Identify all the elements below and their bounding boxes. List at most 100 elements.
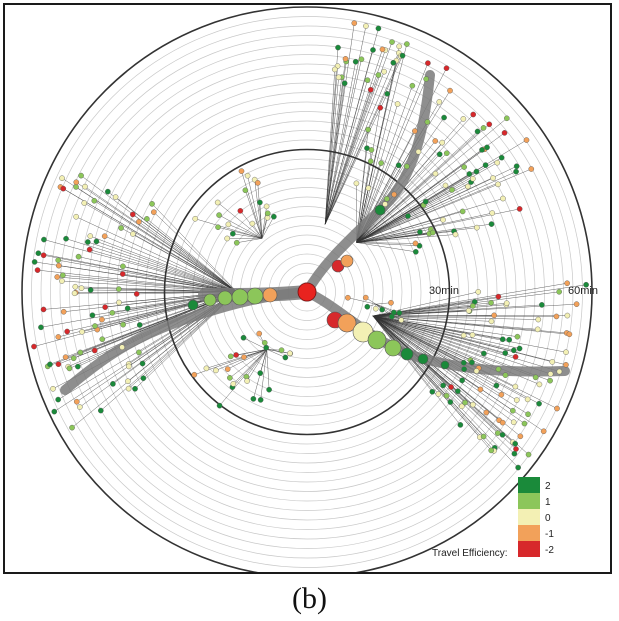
leaf-node — [124, 305, 131, 312]
leaf-node — [192, 215, 198, 222]
branch-edge — [241, 171, 263, 239]
branch-edge — [233, 349, 268, 385]
trunk-node — [417, 353, 429, 365]
leaf-node — [473, 368, 480, 374]
leaf-node — [73, 213, 79, 220]
branch-edge — [245, 190, 263, 239]
leaf-node — [443, 65, 450, 72]
leaf-node — [261, 339, 268, 346]
branch-edge — [324, 77, 339, 225]
branch-edge — [63, 188, 238, 293]
branch-edge — [372, 315, 473, 363]
leaf-node — [126, 363, 132, 370]
leaf-node — [98, 407, 104, 414]
leaf-node — [233, 239, 240, 246]
leaf-node — [375, 25, 382, 32]
leaf-node — [55, 257, 61, 263]
trunk-node — [203, 293, 217, 307]
leaf-node — [424, 119, 431, 125]
branch-edge — [324, 58, 346, 225]
leaf-node — [460, 116, 467, 122]
leaf-node — [352, 58, 359, 65]
minor-ring — [116, 101, 498, 483]
branch-edge — [324, 41, 393, 225]
trunk-node — [217, 290, 233, 306]
leaf-node — [404, 163, 410, 170]
leaf-node — [51, 408, 58, 415]
branch-edge — [372, 315, 503, 423]
leaf-node — [278, 347, 285, 353]
leaf-node — [516, 345, 523, 352]
leaf-node — [230, 381, 237, 387]
leaf-node — [563, 361, 569, 368]
leaf-node — [89, 312, 96, 319]
leaf-node — [398, 317, 405, 323]
leaf-node — [216, 212, 222, 218]
minor-ring — [40, 25, 574, 559]
leaf-node — [457, 422, 464, 428]
leaf-node — [225, 221, 232, 228]
leaf-node — [396, 310, 403, 316]
minor-ring — [31, 16, 583, 568]
leaf-node — [119, 344, 125, 351]
leaf-node — [377, 104, 384, 111]
leaf-node — [87, 287, 94, 293]
branch-edge — [89, 249, 238, 293]
leaf-node — [394, 101, 401, 107]
leaf-node — [214, 199, 221, 206]
branch-edge — [260, 349, 268, 400]
leaf-node — [66, 365, 73, 372]
branch-edge — [372, 315, 567, 366]
branch-edge — [228, 224, 263, 239]
trunk-node — [440, 360, 450, 370]
minor-ring — [145, 130, 469, 454]
leaf-node — [224, 235, 230, 242]
leaf-node — [489, 210, 496, 216]
leaf-node — [465, 183, 471, 190]
leaf-node — [412, 240, 419, 247]
leaf-node — [516, 206, 523, 212]
leaf-node — [495, 181, 501, 188]
leaf-node — [99, 336, 106, 343]
leaf-node — [495, 293, 502, 300]
branch-edge — [266, 349, 286, 358]
branch-edge — [324, 69, 336, 225]
minor-ring — [59, 44, 555, 540]
branch-edge — [146, 218, 238, 293]
branch-edge — [356, 173, 470, 243]
leaf-node — [535, 316, 542, 323]
leaf-node — [499, 336, 506, 343]
leaf-node — [91, 197, 98, 204]
leaf-node — [125, 378, 131, 385]
trunk-node — [400, 347, 414, 361]
leaf-node — [72, 283, 79, 290]
branch-edge — [372, 315, 540, 404]
leaf-node — [82, 183, 88, 190]
branch-edge — [254, 179, 263, 239]
leaf-node — [465, 307, 472, 314]
leaf-node — [417, 229, 423, 235]
nodes — [31, 20, 589, 471]
leaf-node — [556, 289, 562, 295]
branch-edge — [356, 215, 409, 243]
leaf-node — [501, 130, 508, 136]
branch-edge — [372, 291, 560, 317]
leaf-node — [362, 294, 369, 301]
branch-edge — [356, 171, 477, 243]
leaf-node — [365, 126, 371, 133]
branch-edge — [324, 61, 356, 225]
leaf-node — [93, 238, 100, 245]
leaf-node — [469, 332, 476, 338]
leaf-node — [441, 114, 447, 121]
branch-edge — [372, 315, 510, 340]
leaf-node — [495, 366, 502, 373]
leaf-node — [241, 354, 247, 360]
branch-edge — [324, 71, 385, 225]
leaf-node — [85, 239, 91, 245]
branch-edge — [356, 234, 456, 243]
leaf-node — [282, 354, 289, 361]
leaf-node — [470, 401, 476, 408]
leaf-node — [494, 159, 501, 166]
leaf-node — [556, 368, 563, 375]
leaf-node — [405, 213, 411, 219]
